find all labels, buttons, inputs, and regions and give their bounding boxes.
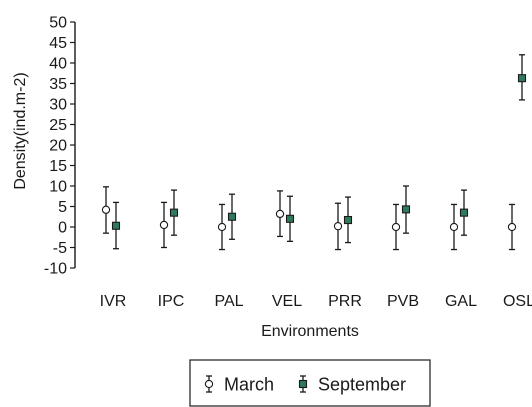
legend-marker-circle xyxy=(204,379,214,389)
y-tick-label: 25 xyxy=(49,117,67,134)
data-point xyxy=(111,221,121,230)
y-tick-label: 5 xyxy=(58,199,67,216)
x-tick-label: OSL xyxy=(503,293,532,310)
data-point xyxy=(217,222,227,232)
data-point xyxy=(275,209,285,219)
legend-marker-square xyxy=(298,379,308,389)
legend: March September xyxy=(189,359,431,407)
series-layer xyxy=(101,54,527,251)
y-tick-label: -10 xyxy=(44,261,67,278)
series-march xyxy=(101,186,517,251)
data-point xyxy=(449,222,459,232)
data-point xyxy=(459,208,469,217)
data-point xyxy=(343,215,353,225)
x-tick-label: IPC xyxy=(158,293,185,310)
x-tick-label: IVR xyxy=(100,293,127,310)
y-tick-label: 0 xyxy=(58,220,67,237)
y-tick-label: 30 xyxy=(49,97,67,114)
data-point xyxy=(159,220,169,230)
y-tick-label: 45 xyxy=(49,35,67,52)
x-tick-label: PRR xyxy=(328,293,362,310)
data-point xyxy=(391,222,401,232)
data-point xyxy=(401,205,411,214)
y-tick-label: 15 xyxy=(49,158,67,175)
y-axis-title: Density(ind.m-2) xyxy=(12,72,29,189)
legend-box xyxy=(189,359,431,407)
series-september xyxy=(111,54,527,250)
legend-item-march: March xyxy=(204,375,274,395)
y-tick-label: 35 xyxy=(49,76,67,93)
y-tick-label: 20 xyxy=(49,138,67,155)
y-axis: -10 -5 0 5 10 15 20 25 30 35 40 45 50 xyxy=(44,15,76,278)
legend-item-september: September xyxy=(298,375,406,395)
x-axis-title: Environments xyxy=(261,323,359,340)
y-tick-label: -5 xyxy=(53,240,67,257)
x-axis: IVR IPC PAL VEL PRR PVB GAL OSL xyxy=(100,293,532,310)
data-point xyxy=(101,205,111,214)
y-tick-label: 10 xyxy=(49,179,67,196)
data-point xyxy=(333,222,343,231)
legend-label: March xyxy=(224,375,274,395)
data-point xyxy=(285,214,295,223)
legend-label: September xyxy=(318,375,406,395)
x-tick-label: PVB xyxy=(387,293,419,310)
y-tick-label: 50 xyxy=(49,15,67,32)
x-tick-label: VEL xyxy=(272,293,302,310)
data-point xyxy=(169,208,179,217)
y-tick-label: 40 xyxy=(49,56,67,73)
x-tick-label: GAL xyxy=(445,293,477,310)
data-point xyxy=(227,212,237,221)
data-point xyxy=(517,74,527,83)
x-tick-label: PAL xyxy=(214,293,243,310)
data-point xyxy=(507,222,517,232)
